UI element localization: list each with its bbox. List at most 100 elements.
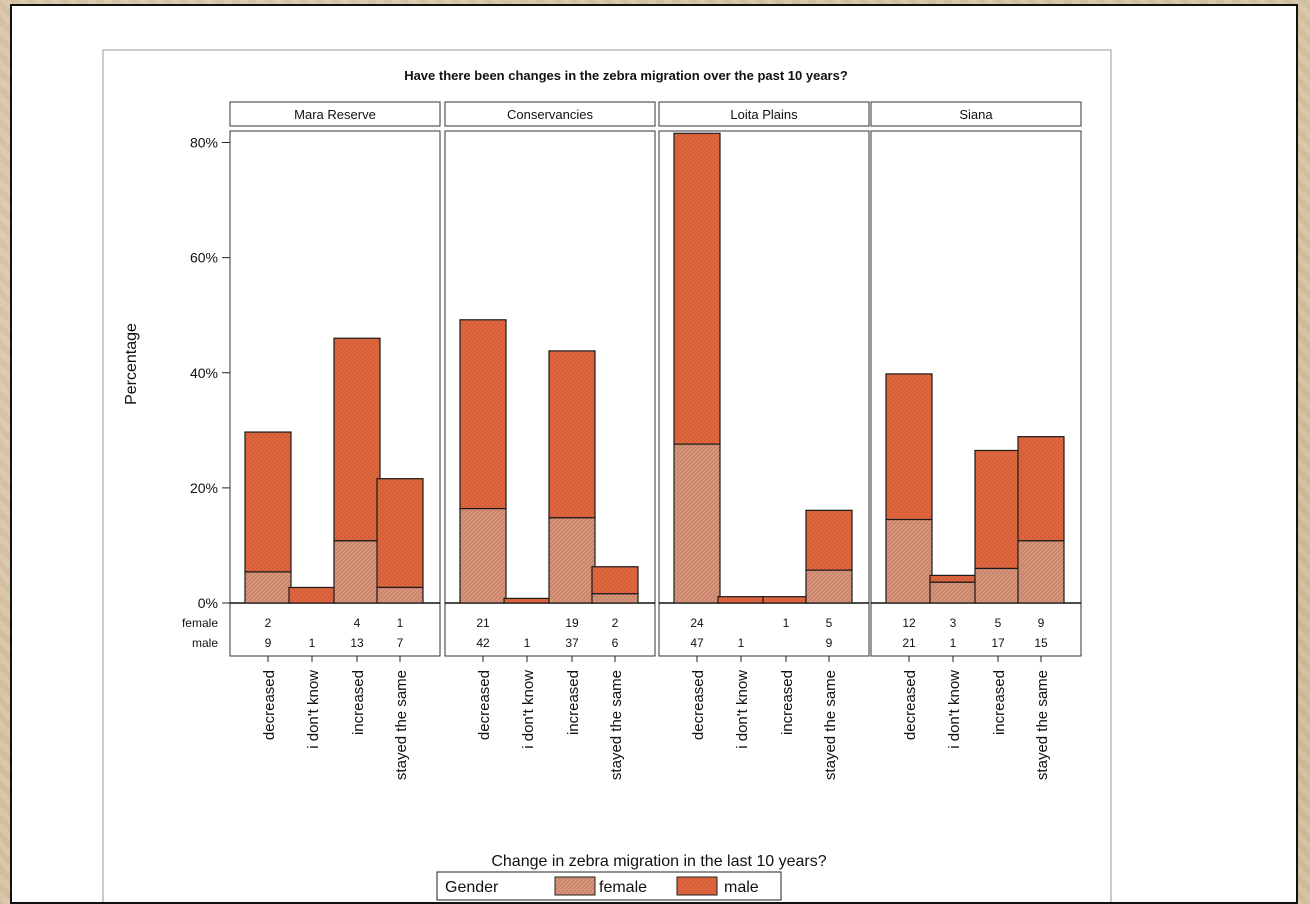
- legend-title: Gender: [445, 879, 499, 896]
- panel-strip: [229, 101, 441, 127]
- count-female: 19: [565, 616, 579, 630]
- bar-male: [288, 586, 336, 604]
- chart-title: Have there been changes in the zebra mig…: [404, 68, 848, 83]
- bar-male: [548, 350, 596, 519]
- panel-strip-label: Siana: [959, 107, 993, 122]
- count-female: 24: [690, 616, 704, 630]
- count-label-female: female: [182, 616, 218, 630]
- legend-swatch-male: [676, 876, 718, 896]
- bar-male: [503, 597, 551, 604]
- count-male: 1: [524, 636, 531, 650]
- bar-male: [591, 566, 639, 595]
- count-male: 13: [350, 636, 364, 650]
- bar-female: [929, 581, 977, 604]
- x-tick-label: decreased: [902, 670, 919, 740]
- bar-female: [974, 567, 1022, 604]
- count-female: 4: [354, 616, 361, 630]
- count-male: 15: [1034, 636, 1048, 650]
- y-tick-label: 60%: [190, 250, 218, 266]
- panel-strip-label: Loita Plains: [730, 107, 798, 122]
- panel-loita-plains: Loita Plains 24 47 decreased 1 i don't know 1 i…: [658, 101, 870, 780]
- count-female: 3: [950, 616, 957, 630]
- panel-strip: [658, 101, 870, 127]
- x-tick-label: i don't know: [305, 670, 322, 749]
- x-tick-label: increased: [991, 670, 1008, 735]
- count-female: 5: [995, 616, 1002, 630]
- x-tick-label: stayed the same: [608, 670, 625, 780]
- count-female: 2: [265, 616, 272, 630]
- count-male: 9: [826, 636, 833, 650]
- count-label-male: male: [192, 636, 218, 650]
- bar-female: [244, 571, 292, 604]
- count-male: 21: [902, 636, 916, 650]
- count-female: 21: [476, 616, 490, 630]
- x-tick-label: stayed the same: [393, 670, 410, 780]
- bar-male: [459, 319, 507, 510]
- panel-frame: [658, 130, 870, 657]
- panel-strip-label: Conservancies: [507, 107, 593, 122]
- count-male: 37: [565, 636, 579, 650]
- x-tick-label: stayed the same: [1034, 670, 1051, 780]
- count-male: 1: [950, 636, 957, 650]
- y-axis: 0% 20% 40% 60% 80%: [190, 135, 230, 611]
- bar-female: [376, 586, 424, 604]
- y-tick-label: 40%: [190, 365, 218, 381]
- bar-female: [333, 540, 381, 604]
- y-tick-label: 80%: [190, 135, 218, 151]
- bar-male: [974, 449, 1022, 570]
- bar-female: [885, 518, 933, 604]
- x-tick-label: increased: [565, 670, 582, 735]
- y-tick-label: 0%: [198, 595, 218, 611]
- x-tick-label: decreased: [476, 670, 493, 740]
- bar-female: [1017, 540, 1065, 604]
- y-tick-label: 20%: [190, 480, 218, 496]
- image-frame: Have there been changes in the zebra mig…: [10, 4, 1298, 904]
- x-tick-label: i don't know: [946, 670, 963, 749]
- bar-male: [929, 574, 977, 583]
- panel-strip: [444, 101, 656, 127]
- legend-box: [436, 871, 782, 901]
- x-axis-label: Change in zebra migration in the last 10…: [491, 853, 826, 870]
- x-tick-label: decreased: [261, 670, 278, 740]
- bar-female: [805, 569, 853, 604]
- count-male: 6: [612, 636, 619, 650]
- x-tick-label: i don't know: [734, 670, 751, 749]
- panel-mara-reserve: Mara Reserve 2 9 decreased 1 i don't know 4 13 i…: [229, 101, 441, 780]
- count-female: 1: [783, 616, 790, 630]
- panel-frame: [444, 130, 656, 657]
- count-male: 17: [991, 636, 1005, 650]
- panel-frame: [229, 130, 441, 657]
- bar-male: [376, 478, 424, 589]
- count-male: 1: [738, 636, 745, 650]
- count-row-labels: female male: [182, 616, 218, 650]
- x-tick-label: stayed the same: [822, 670, 839, 780]
- count-male: 7: [397, 636, 404, 650]
- bar-male: [673, 132, 721, 445]
- zebra-migration-chart: Have there been changes in the zebra mig…: [102, 49, 1112, 902]
- count-female: 5: [826, 616, 833, 630]
- x-tick-label: i don't know: [520, 670, 537, 749]
- x-tick-label: decreased: [690, 670, 707, 740]
- bar-male: [717, 596, 765, 604]
- count-male: 9: [265, 636, 272, 650]
- count-female: 2: [612, 616, 619, 630]
- bar-male: [762, 596, 810, 604]
- legend-label-female: female: [599, 879, 647, 896]
- count-male: 47: [690, 636, 704, 650]
- panel-siana: Siana 12 21 decreased 3 1 i don't know 5 17 incre…: [870, 101, 1082, 780]
- count-female: 12: [902, 616, 916, 630]
- bar-male: [244, 431, 292, 573]
- bar-female: [673, 443, 721, 604]
- bar-female: [548, 517, 596, 604]
- count-female: 9: [1038, 616, 1045, 630]
- count-male: 1: [309, 636, 316, 650]
- bar-female: [591, 593, 639, 604]
- x-tick-label: increased: [350, 670, 367, 735]
- panel-strip-label: Mara Reserve: [294, 107, 376, 122]
- legend-swatch-female: [554, 876, 596, 896]
- bar-male: [1017, 436, 1065, 542]
- y-axis-label: Percentage: [123, 323, 140, 405]
- panel-conservancies: Conservancies 21 42 decreased 1 i don't know 1…: [444, 101, 656, 780]
- panel-frame: [870, 130, 1082, 657]
